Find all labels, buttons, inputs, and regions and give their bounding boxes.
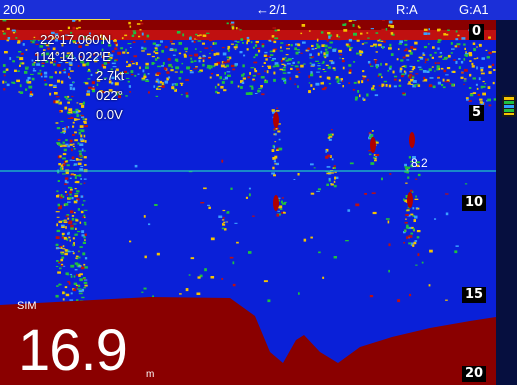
heading-readout: 022°: [96, 88, 123, 103]
gain-mode[interactable]: G:A1: [459, 2, 489, 17]
surface-clutter: [2, 20, 498, 107]
range-value[interactable]: 200: [3, 2, 25, 17]
depth-scale-5: 5: [469, 105, 485, 121]
range-mode[interactable]: R:A: [396, 2, 418, 17]
depth-scale-10: 10: [462, 195, 487, 211]
gain-scale-icon[interactable]: [502, 95, 516, 117]
surface-band-edge: [0, 30, 496, 40]
status-bar: 200 ←2/1 R:A G:A1: [0, 0, 517, 21]
depth-scale-15: 15: [462, 287, 487, 303]
echogram[interactable]: [0, 20, 517, 385]
fish-echoes: [55, 95, 468, 327]
page-indicator[interactable]: ←2/1: [256, 2, 287, 18]
marker-depth-value: 8.2: [411, 156, 428, 170]
bottom-echo: [0, 297, 496, 385]
sim-label: SIM: [17, 300, 37, 312]
depth-scale-bar: [496, 20, 517, 385]
latitude: 22°17.060'N: [40, 32, 112, 47]
longitude: 114°14.022'E: [34, 49, 111, 64]
arrow-left-icon: ←: [256, 2, 269, 17]
depth-scale-20: 20: [462, 366, 487, 382]
voltage-readout: 0.0V: [96, 107, 123, 122]
speed-readout: 2.7kt: [96, 68, 125, 83]
depth-readout: 16.9: [18, 318, 128, 383]
page-indicator-label: 2/1: [269, 2, 288, 17]
depth-scale-0: 0: [469, 24, 485, 40]
depth-unit: m: [146, 369, 155, 380]
